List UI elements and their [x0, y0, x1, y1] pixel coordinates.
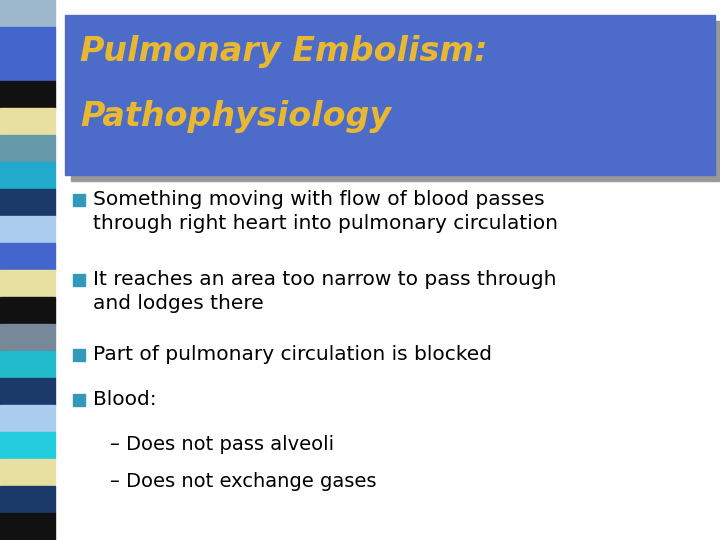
- Text: Pulmonary Embolism:: Pulmonary Embolism:: [80, 35, 487, 68]
- Bar: [0, 27, 55, 54]
- Bar: [0, 513, 55, 540]
- Text: Something moving with flow of blood passes
through right heart into pulmonary ci: Something moving with flow of blood pass…: [93, 190, 558, 233]
- Bar: [0, 0, 55, 27]
- Text: – Does not exchange gases: – Does not exchange gases: [110, 472, 377, 491]
- Bar: [71, 21, 720, 181]
- Bar: [0, 405, 55, 432]
- Bar: [0, 486, 55, 513]
- Bar: [0, 81, 55, 108]
- Bar: [0, 297, 55, 324]
- Bar: [0, 351, 55, 378]
- Text: – Does not pass alveoli: – Does not pass alveoli: [110, 435, 334, 454]
- Bar: [0, 108, 55, 135]
- Bar: [73, 194, 85, 206]
- Bar: [0, 378, 55, 405]
- Text: Part of pulmonary circulation is blocked: Part of pulmonary circulation is blocked: [93, 345, 492, 364]
- Bar: [0, 243, 55, 270]
- Bar: [0, 216, 55, 243]
- Bar: [0, 189, 55, 216]
- Bar: [0, 432, 55, 459]
- Bar: [73, 274, 85, 286]
- Bar: [65, 15, 715, 175]
- Bar: [0, 324, 55, 351]
- Text: It reaches an area too narrow to pass through
and lodges there: It reaches an area too narrow to pass th…: [93, 270, 557, 313]
- Bar: [0, 459, 55, 486]
- Bar: [0, 162, 55, 189]
- Bar: [0, 54, 55, 81]
- Text: Blood:: Blood:: [93, 390, 157, 409]
- Bar: [0, 135, 55, 162]
- Bar: [73, 349, 85, 361]
- Bar: [0, 270, 55, 297]
- Text: Pathophysiology: Pathophysiology: [80, 100, 391, 133]
- Bar: [73, 394, 85, 406]
